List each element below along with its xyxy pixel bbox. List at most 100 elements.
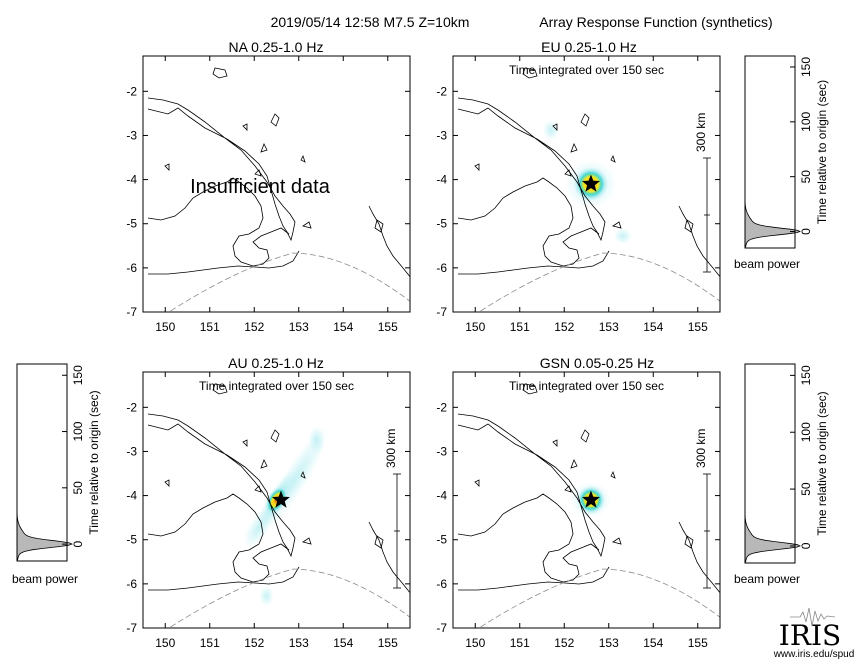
iris-url: www.iris.edu/spud	[773, 649, 855, 660]
x-tick-label: 152	[554, 320, 574, 334]
map-panel-eu: 150 151 152 153 154 155 -2 -3 -4 -5 -6 -7 Time integ…	[436, 55, 721, 334]
beam-power-curve	[744, 500, 801, 563]
time-tick-label: 100	[799, 111, 813, 131]
insufficient-data-annotation: Insufficient data	[190, 176, 331, 198]
x-tick-label: 150	[155, 320, 175, 334]
panel-title-na: NA 0.25-1.0 Hz	[229, 39, 324, 55]
x-tick-label: 150	[465, 320, 485, 334]
y-tick-label: -5	[126, 533, 137, 547]
y-tick-label: -4	[436, 489, 447, 503]
time-axis-label: Time relative to origin (sec)	[815, 80, 829, 224]
panel-subtitle: Time integrated over 150 sec	[199, 379, 354, 393]
y-tick-label: -3	[436, 128, 447, 142]
y-tick-label: -3	[436, 444, 447, 458]
y-tick-label: -7	[126, 305, 137, 319]
y-tick-label: -4	[436, 173, 447, 187]
time-tick-label: 150	[71, 365, 85, 385]
y-tick-label: -2	[436, 400, 447, 414]
time-tick-label: 100	[799, 422, 813, 442]
map-frame	[452, 371, 721, 629]
x-tick-label: 151	[200, 636, 220, 650]
x-tick-label: 155	[378, 636, 398, 650]
time-tick-label: 0	[799, 228, 813, 235]
scale-bar	[393, 473, 401, 589]
y-tick-label: -7	[126, 621, 137, 635]
x-tick-label: 150	[155, 636, 175, 650]
panel-subtitle: Time integrated over 150 sec	[509, 63, 664, 77]
iris-logo: IRIS www.iris.edu/spud	[773, 607, 855, 660]
beam-power-label: beam power	[734, 257, 800, 271]
x-tick-label: 153	[289, 320, 309, 334]
time-tick-label: 50	[71, 481, 85, 495]
beam-power-label: beam power	[12, 572, 78, 586]
y-tick-label: -6	[436, 577, 447, 591]
time-tick-label: 0	[799, 542, 813, 549]
event-title: 2019/05/14 12:58 M7.5 Z=10km	[271, 14, 470, 30]
map-frame	[142, 371, 411, 629]
y-tick-label: -7	[436, 621, 447, 635]
y-tick-label: -7	[436, 305, 447, 319]
x-tick-label: 155	[688, 636, 708, 650]
figure-title: Array Response Function (synthetics)	[539, 14, 772, 30]
panel-title-au: AU 0.25-1.0 Hz	[228, 355, 324, 371]
beam-power-label: beam power	[734, 572, 800, 586]
scale-bar	[703, 473, 711, 589]
y-tick-label: -4	[126, 489, 137, 503]
panel-subtitle: Time integrated over 150 sec	[509, 379, 664, 393]
x-tick-label: 153	[599, 320, 619, 334]
beam-power-frame	[16, 363, 68, 562]
x-tick-label: 153	[289, 636, 309, 650]
y-tick-label: -6	[126, 261, 137, 275]
time-tick-label: 0	[71, 540, 85, 547]
y-tick-label: -2	[436, 84, 447, 98]
beam-power-curve	[16, 499, 73, 561]
panel-title-eu: EU 0.25-1.0 Hz	[541, 39, 637, 55]
y-tick-label: -5	[436, 533, 447, 547]
time-axis-label: Time relative to origin (sec)	[815, 391, 829, 535]
x-tick-label: 152	[244, 636, 264, 650]
time-tick-label: 50	[799, 482, 813, 496]
time-tick-label: 150	[799, 57, 813, 77]
y-tick-label: -5	[126, 217, 137, 231]
map-panel-au: 150 151 152 153 154 155 -2 -3 -4 -5 -6 -7 Time integ…	[126, 371, 411, 650]
y-tick-label: -3	[126, 128, 137, 142]
beam-power-frame	[744, 363, 796, 564]
time-axis-label: Time relative to origin (sec)	[87, 390, 101, 534]
x-tick-label: 155	[378, 320, 398, 334]
x-tick-label: 153	[599, 636, 619, 650]
x-tick-label: 154	[333, 636, 353, 650]
x-tick-label: 151	[510, 320, 530, 334]
y-tick-label: -3	[126, 444, 137, 458]
time-tick-label: 50	[799, 170, 813, 184]
y-tick-label: -4	[126, 173, 137, 187]
scale-bar-label: 300 km	[384, 429, 398, 468]
map-panel-gsn: 150 151 152 153 154 155 -2 -3 -4 -5 -6 -7 Time integ…	[436, 371, 721, 650]
scale-bar-label: 300 km	[694, 429, 708, 468]
beam-power-curve	[744, 187, 801, 248]
y-tick-label: -5	[436, 217, 447, 231]
seismogram-icon	[790, 607, 836, 627]
x-tick-label: 150	[465, 636, 485, 650]
x-tick-label: 155	[688, 320, 708, 334]
x-tick-label: 152	[554, 636, 574, 650]
scale-bar	[703, 157, 711, 273]
panel-title-gsn: GSN 0.05-0.25 Hz	[540, 355, 654, 371]
map-frame	[142, 55, 411, 313]
x-tick-label: 151	[510, 636, 530, 650]
iris-logo-text: IRIS	[779, 619, 841, 652]
y-tick-label: -6	[126, 577, 137, 591]
y-tick-label: -2	[126, 400, 137, 414]
x-tick-label: 151	[200, 320, 220, 334]
map-frame	[452, 55, 721, 313]
x-tick-label: 152	[244, 320, 264, 334]
time-tick-label: 150	[799, 365, 813, 385]
scale-bar-label: 300 km	[694, 113, 708, 152]
y-tick-label: -6	[436, 261, 447, 275]
time-tick-label: 100	[71, 421, 85, 441]
x-tick-label: 154	[333, 320, 353, 334]
